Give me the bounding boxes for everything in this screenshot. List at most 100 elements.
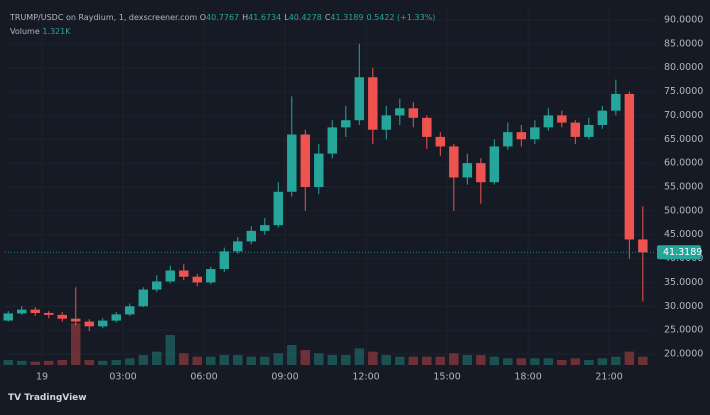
candle-body [17,309,27,314]
candle-body [395,108,405,116]
y-tick-label: 80.0000 [664,62,703,73]
ohlc-key: C [324,13,331,22]
volume-bar [71,323,81,365]
volume-bar [516,358,527,365]
y-tick-label: 60.0000 [664,158,703,169]
volume-bar [327,355,338,365]
candle-body [138,289,148,307]
volume-label: Volume [10,27,40,36]
candle-body [246,230,257,242]
volume-bar [84,360,94,365]
volume-bar [584,360,594,365]
y-tick-label: 30.0000 [664,301,703,312]
candle-body [638,239,648,253]
candle-body [584,124,594,137]
candle-body [422,117,432,137]
candle-body [489,146,500,183]
ohlc-value: 41.3189 [330,13,364,22]
volume-bar [3,360,13,365]
last-price-label: 41.3189 [663,247,702,258]
ohlc-key: H [242,13,249,22]
title: TRUMP/USDC on Raydium, 1, dexscreener.co… [10,13,198,22]
candle-body [503,132,513,147]
volume-bar [530,358,540,365]
candle-body [570,122,581,137]
volume-bar [165,335,175,365]
y-tick-label: 85.0000 [664,38,703,49]
y-tick-label: 45.0000 [664,229,703,240]
candle-body [84,321,94,327]
volume-bar [138,355,148,365]
candle-body [3,313,13,321]
volume-bar [57,360,67,365]
x-tick-label: 12:00 [352,372,379,383]
candle-body [57,314,67,319]
volume-bar [395,356,405,365]
candle-body [354,77,365,121]
candle-body [219,251,230,270]
x-tick-label: 09:00 [271,372,298,383]
candle-body [611,93,621,111]
candle-body [368,77,378,130]
candle-body [530,127,540,140]
volume-bar [462,355,473,365]
volume-bar [44,360,54,365]
candle-body [165,270,175,282]
x-tick-label: 19 [36,372,48,383]
brand-text: TradingView [24,393,87,403]
volume-bar [192,356,202,365]
branding: 𝗧𝗩 TradingView [8,393,87,403]
y-tick-label: 70.0000 [664,110,703,121]
ohlc-key: O [199,13,207,22]
volume-bar [503,358,513,365]
volume-bar [638,356,648,365]
x-tick-label: 18:00 [514,372,541,383]
ohlc-key: L [284,13,289,22]
volume-bar [260,356,270,365]
volume-bar [368,351,378,365]
candle-body [98,320,108,327]
y-tick-label: 35.0000 [664,277,703,288]
volume-bar [273,353,284,365]
y-tick-label: 55.0000 [664,182,703,193]
volume-bar [624,351,635,365]
legend-row: TRUMP/USDC on Raydium, 1, dexscreener.co… [10,11,438,25]
candle-body [260,225,270,231]
ohlc-value: 41.6734 [248,13,282,22]
volume-bar [219,355,230,365]
volume-bar [381,355,392,365]
candle-body [71,318,81,322]
candle-body [314,153,324,187]
candle-body [233,241,243,252]
candle-body [341,120,351,128]
volume-bar [489,356,500,365]
x-tick-label: 03:00 [109,372,136,383]
volume-bar [597,358,608,365]
y-tick-label: 65.0000 [664,134,703,145]
y-tick-label: 20.0000 [664,349,703,360]
volume-bar [98,360,108,365]
volume-bar [449,353,459,365]
volume-bar [179,353,189,365]
candle-body [624,93,635,240]
volume-bar [206,356,216,365]
ohlc-value: 40.7767 [206,13,240,22]
volume-bar [300,350,311,365]
candle-body [287,134,297,192]
volume-bar [408,356,419,365]
volume-bar [611,356,621,365]
candle-body [435,136,446,147]
candle-body [327,127,338,154]
candle-body [206,269,216,283]
candle-body [125,306,135,315]
ohlc: O40.7767 H41.6734 L40.4278 C41.3189 [200,13,367,22]
volume-bar [557,360,567,365]
y-tick-label: 50.0000 [664,205,703,216]
candle-body [381,115,392,130]
volume-bar [125,358,135,365]
ohlc-value: 40.4278 [288,13,322,22]
candle-body [30,309,40,313]
legend: TRUMP/USDC on Raydium, 1, dexscreener.co… [10,11,438,39]
